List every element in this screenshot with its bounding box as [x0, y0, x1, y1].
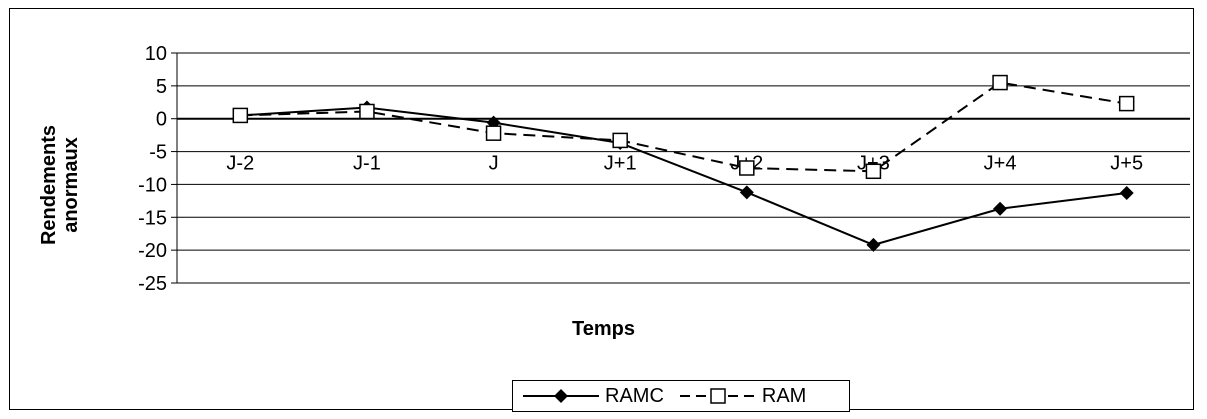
x-tick-label: J+4: [984, 153, 1017, 175]
y-tick-label: 5: [156, 76, 167, 98]
data-point-ramc: [1119, 185, 1134, 200]
data-point-ramc: [739, 185, 754, 200]
data-point-ram: [485, 125, 502, 141]
y-tick-label: -15: [138, 207, 167, 229]
x-tick-label: J-1: [353, 153, 381, 175]
data-point-ramc: [993, 201, 1008, 216]
legend: RAMC RAM: [512, 380, 850, 412]
y-tick-label: 10: [145, 43, 167, 65]
legend-label-ramc: RAMC: [605, 384, 664, 407]
data-point-ram: [739, 160, 755, 176]
legend-item-ram: RAM: [678, 385, 806, 408]
series-line-ramc: [240, 106, 1127, 246]
y-tick-label: -20: [138, 240, 167, 262]
x-tick-label: J+1: [604, 153, 637, 175]
y-tick-label: 0: [156, 109, 167, 131]
y-tick-label: -25: [138, 273, 167, 295]
data-point-ram: [1118, 95, 1135, 112]
data-point-ram: [865, 163, 882, 180]
legend-swatch-ramc: [523, 389, 599, 403]
legend-item-ramc: RAMC: [521, 385, 664, 408]
legend-swatch-ram: [679, 388, 756, 404]
x-tick-label: J: [489, 153, 499, 175]
data-point-ram: [992, 74, 1008, 91]
x-tick-label: J-2: [226, 153, 254, 175]
legend-label-ram: RAM: [761, 384, 807, 407]
data-point-ramc: [486, 115, 501, 130]
y-tick-label: -10: [138, 174, 167, 196]
x-tick-label: J+5: [1110, 153, 1143, 175]
data-point-ram: [232, 107, 249, 124]
y-axis-label: Rendements anormaux: [38, 124, 82, 246]
data-point-ram: [612, 132, 628, 149]
series-line-ram: [240, 81, 1127, 173]
x-axis-label: Temps: [572, 318, 635, 340]
data-point-ram: [359, 103, 375, 120]
data-point-ramc: [866, 237, 881, 252]
y-tick-label: -5: [149, 142, 167, 164]
